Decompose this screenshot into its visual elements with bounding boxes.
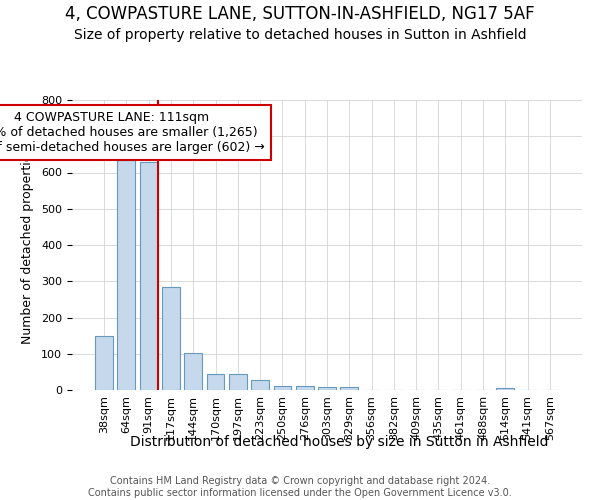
Bar	[318, 387, 336, 390]
Bar	[340, 387, 358, 390]
Bar	[206, 374, 224, 390]
Text: Size of property relative to detached houses in Sutton in Ashfield: Size of property relative to detached ho…	[74, 28, 526, 42]
Bar	[118, 160, 136, 390]
Bar	[251, 380, 269, 390]
Bar	[229, 374, 247, 390]
Bar	[162, 286, 180, 390]
Y-axis label: Number of detached properties: Number of detached properties	[21, 146, 34, 344]
Bar	[274, 386, 292, 390]
Text: 4, COWPASTURE LANE, SUTTON-IN-ASHFIELD, NG17 5AF: 4, COWPASTURE LANE, SUTTON-IN-ASHFIELD, …	[65, 5, 535, 23]
Bar	[184, 353, 202, 390]
Text: Distribution of detached houses by size in Sutton in Ashfield: Distribution of detached houses by size …	[130, 435, 548, 449]
Text: Contains HM Land Registry data © Crown copyright and database right 2024.
Contai: Contains HM Land Registry data © Crown c…	[88, 476, 512, 498]
Bar	[95, 336, 113, 390]
Text: 4 COWPASTURE LANE: 111sqm
← 67% of detached houses are smaller (1,265)
32% of se: 4 COWPASTURE LANE: 111sqm ← 67% of detac…	[0, 111, 265, 154]
Bar	[496, 388, 514, 390]
Bar	[140, 162, 158, 390]
Bar	[296, 386, 314, 390]
